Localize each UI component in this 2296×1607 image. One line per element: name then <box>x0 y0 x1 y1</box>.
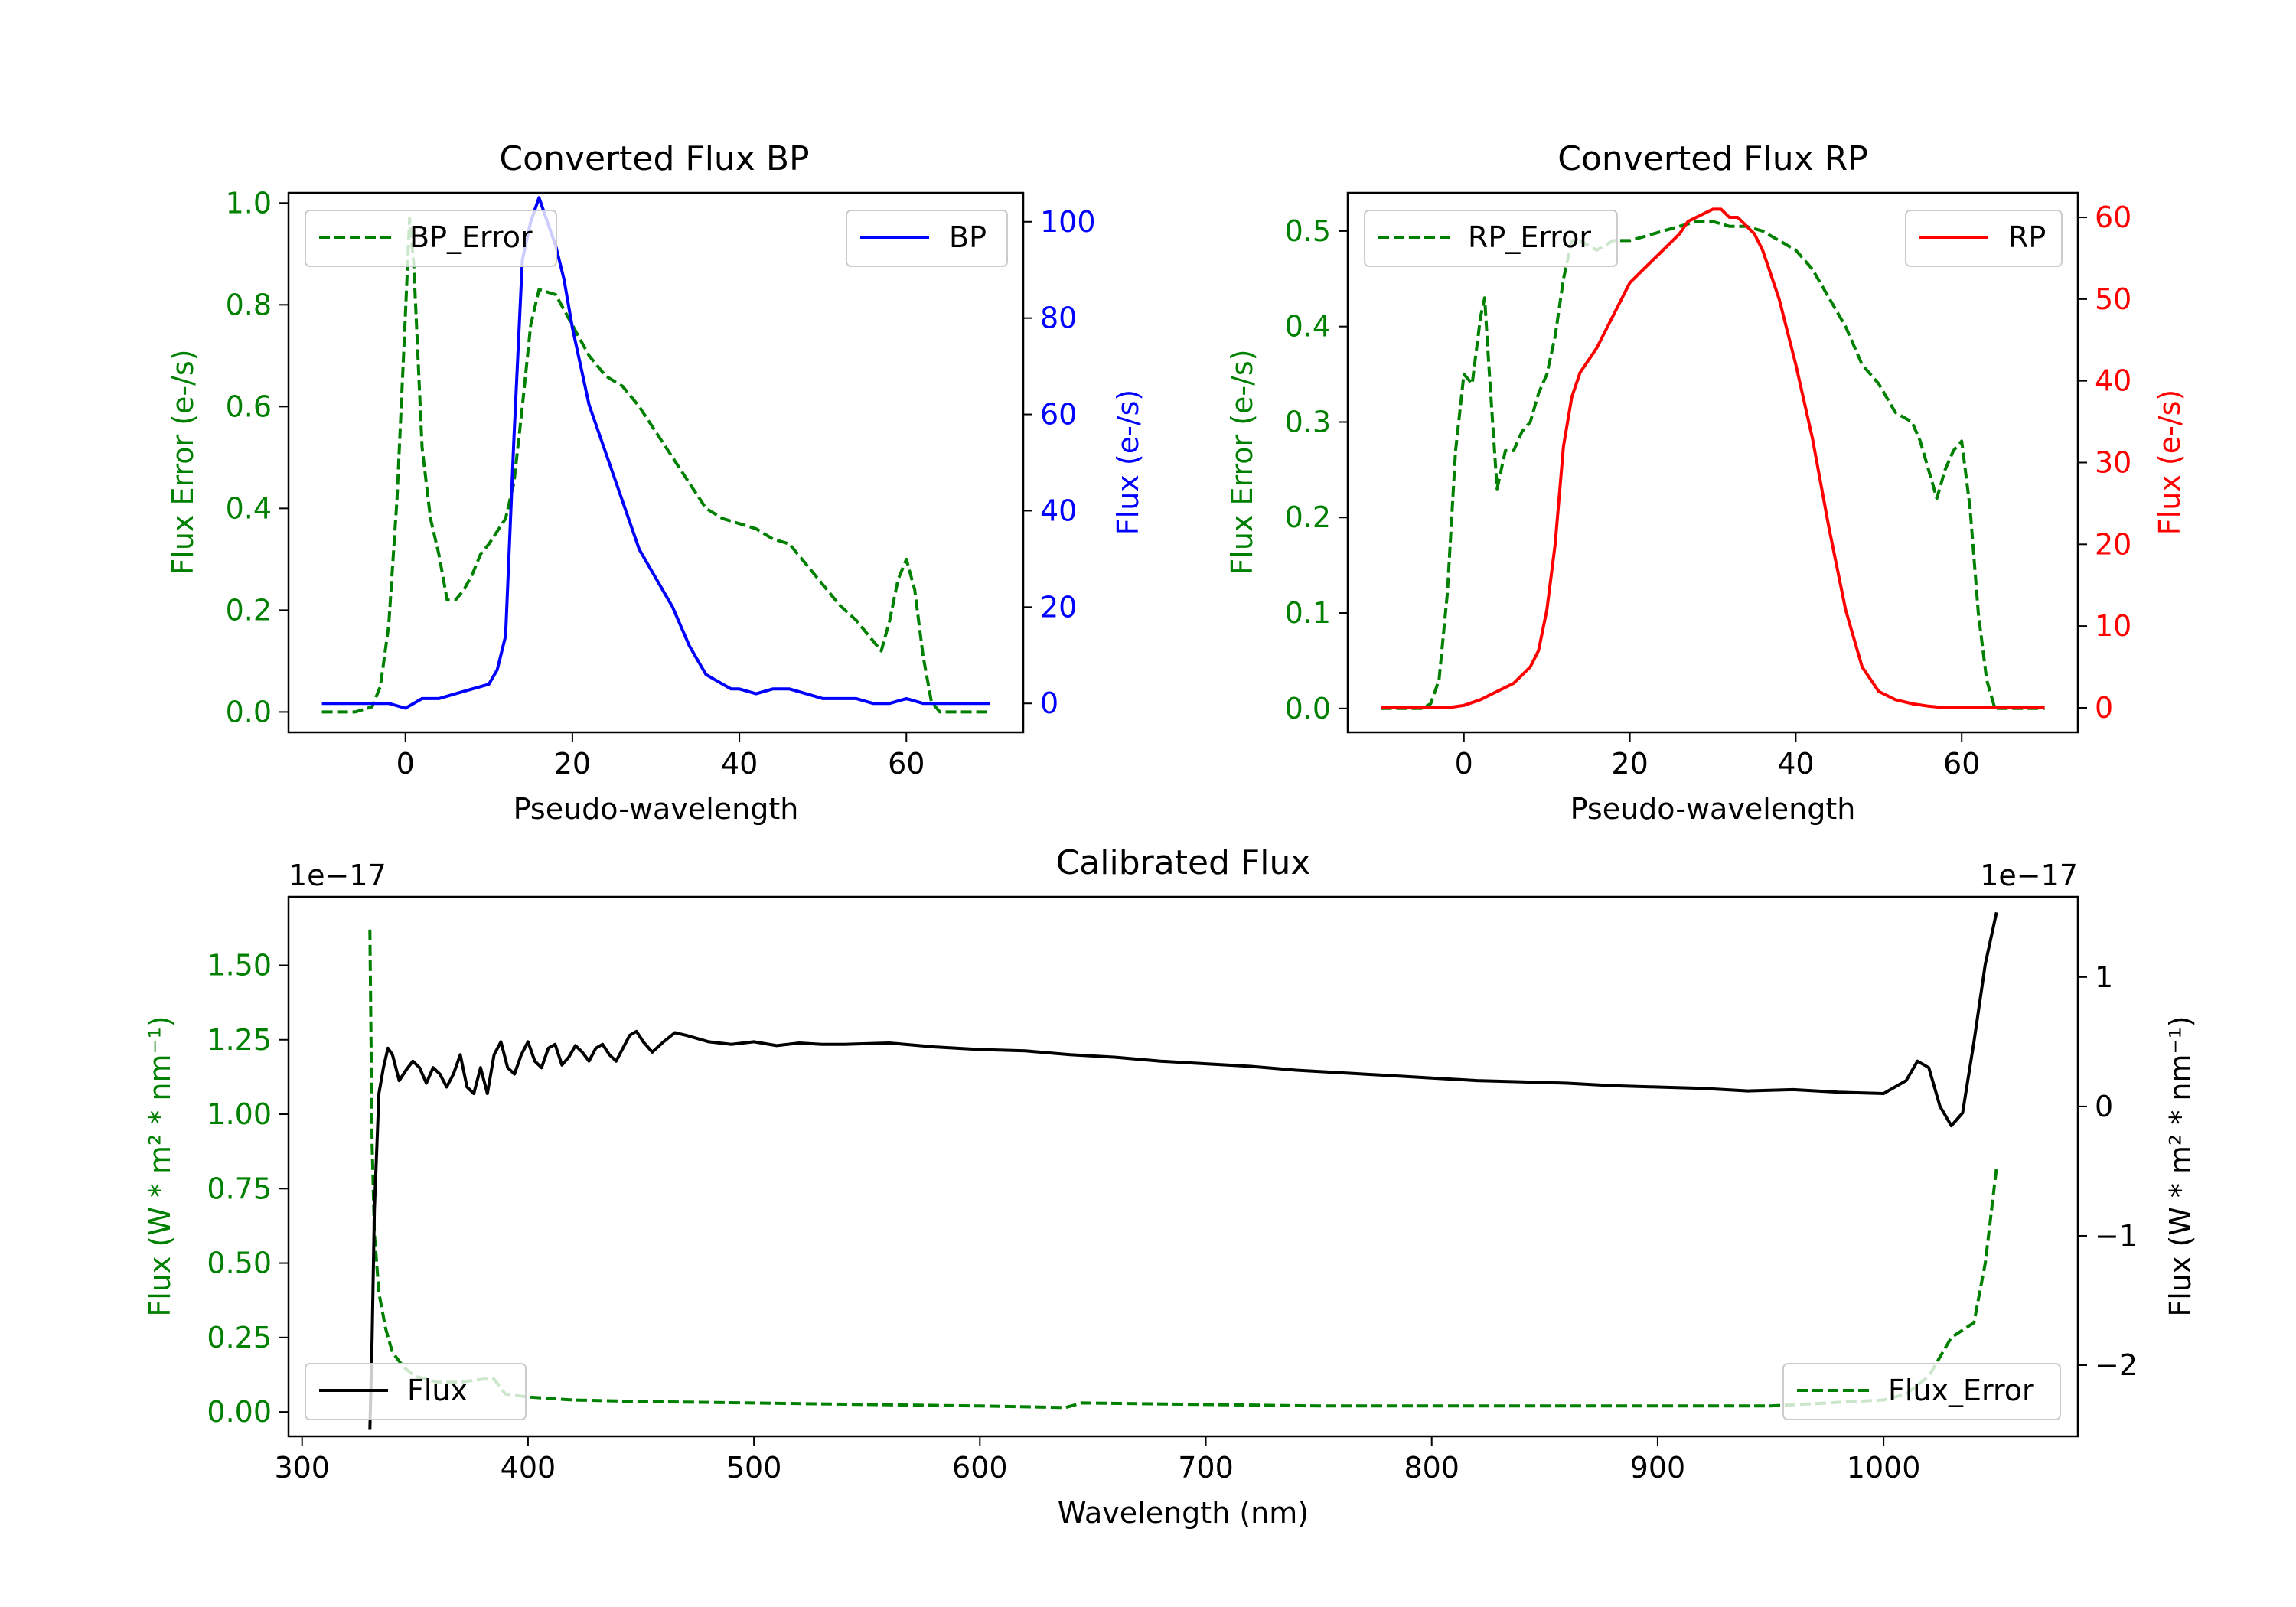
chart-rp-left-y-tick-label: 0.3 <box>1285 405 1331 438</box>
chart-calibrated-legend-left-box <box>305 1363 527 1420</box>
chart-calibrated-x-tick-label: 600 <box>952 1451 1008 1485</box>
chart-calibrated-x-tick-label: 500 <box>726 1451 782 1485</box>
chart-rp-legend-left-box <box>1364 210 1618 267</box>
chart-calibrated-left-y-tick-label: 0.00 <box>207 1395 272 1429</box>
chart-rp-x-tick-label: 0 <box>1455 747 1473 781</box>
chart-rp-panel: Converted Flux RP Pseudo-wavelength Flux… <box>1225 139 2187 826</box>
chart-calibrated-right-offset-label: 1e−17 <box>1980 859 2078 892</box>
chart-rp-x-tick-label: 40 <box>1777 747 1814 781</box>
chart-bp-ticks: 0 20 40 60 0.0 0.2 0.4 0.6 0.8 1.0 0 20 40 60 80 100 <box>226 186 1096 781</box>
chart-rp-series-rp-error-line <box>1381 220 2045 710</box>
chart-calibrated-left-y-tick-label: 1.00 <box>207 1097 272 1131</box>
chart-bp-x-tick-label: 20 <box>554 747 591 781</box>
chart-rp-legend-left-label: RP_Error <box>1468 220 1591 254</box>
chart-calibrated-left-y-tick-label: 0.50 <box>207 1247 272 1280</box>
chart-rp-right-y-tick-label: 10 <box>2095 609 2131 643</box>
chart-bp-right-y-tick-label: 80 <box>1040 302 1077 335</box>
chart-bp-title: Converted Flux BP <box>499 139 809 178</box>
chart-rp-right-y-tick-label: 30 <box>2095 446 2131 480</box>
chart-calibrated-plot-frame <box>287 895 2079 1438</box>
chart-bp-right-y-tick-label: 100 <box>1040 205 1096 239</box>
chart-rp-x-tick-label: 20 <box>1611 747 1648 781</box>
chart-bp-left-y-tick-label: 0.0 <box>226 695 272 729</box>
chart-rp-right-y-tick-label: 60 <box>2095 200 2131 234</box>
chart-rp-left-y-tick-label: 0.2 <box>1285 500 1331 534</box>
chart-rp-legend-right-label: RP <box>2008 220 2046 254</box>
chart-calibrated-left-y-tick-label: 0.75 <box>207 1172 272 1205</box>
chart-bp-left-y-tick-label: 1.0 <box>226 186 272 220</box>
chart-calibrated-right-y-tick-label: −1 <box>2095 1219 2138 1253</box>
chart-bp-panel: Converted Flux BP Pseudo-wavelength Flux… <box>166 139 1145 826</box>
chart-bp-legend-right-label: BP <box>949 220 987 254</box>
chart-bp-right-y-tick-label: 20 <box>1040 590 1077 624</box>
chart-calibrated-right-axis-label: Flux (W * m² * nm⁻¹) <box>2164 1015 2197 1316</box>
chart-rp-x-tick-label: 60 <box>1943 747 1980 781</box>
chart-bp-legend-right: BP <box>846 210 1008 267</box>
chart-rp-left-y-tick-label: 0.0 <box>1285 692 1331 725</box>
chart-bp-legend-left-box <box>305 210 557 267</box>
chart-bp-right-y-tick-label: 40 <box>1040 494 1077 527</box>
chart-bp-right-y-tick-label: 0 <box>1040 686 1058 720</box>
chart-bp-left-y-tick-label: 0.6 <box>226 390 272 423</box>
chart-bp-series-bp-line <box>321 196 990 710</box>
chart-bp-x-axis-label: Pseudo-wavelength <box>514 792 799 826</box>
chart-bp-right-y-tick-label: 60 <box>1040 398 1077 432</box>
chart-bp-x-tick-label: 40 <box>721 747 758 781</box>
chart-rp-left-y-tick-label: 0.5 <box>1285 214 1331 248</box>
chart-bp-legend-left-label: BP_Error <box>409 220 533 254</box>
chart-calibrated-x-axis-label: Wavelength (nm) <box>1058 1496 1309 1530</box>
chart-calibrated-series-flux-line <box>368 911 1998 1430</box>
chart-rp-series-rp-line <box>1381 207 2045 709</box>
chart-rp-legend-left: RP_Error <box>1364 210 1618 267</box>
chart-calibrated-left-y-tick-label: 1.50 <box>207 948 272 982</box>
chart-calibrated-x-tick-label: 400 <box>501 1451 556 1485</box>
chart-rp-title: Converted Flux RP <box>1557 139 1868 178</box>
chart-rp-left-y-tick-label: 0.4 <box>1285 310 1331 344</box>
chart-calibrated-left-offset-label: 1e−17 <box>289 859 386 892</box>
chart-rp-right-y-tick-label: 0 <box>2095 691 2113 725</box>
chart-calibrated-legend-right: Flux_Error <box>1782 1363 2061 1420</box>
chart-calibrated-x-tick-label: 700 <box>1178 1451 1234 1485</box>
chart-calibrated-x-tick-label: 900 <box>1630 1451 1686 1485</box>
chart-calibrated-legend-right-box <box>1782 1363 2061 1420</box>
chart-rp-right-axis-label: Flux (e-/s) <box>2153 390 2187 535</box>
chart-calibrated-x-tick-label: 800 <box>1404 1451 1459 1485</box>
chart-rp-right-y-tick-label: 40 <box>2095 364 2131 398</box>
chart-bp-x-tick-label: 60 <box>888 747 925 781</box>
chart-calibrated-right-y-tick-label: 0 <box>2095 1090 2113 1123</box>
chart-calibrated-legend-left-label: Flux <box>407 1374 468 1407</box>
chart-calibrated-x-tick-label: 1000 <box>1847 1451 1921 1485</box>
chart-rp-right-y-tick-label: 50 <box>2095 282 2131 316</box>
chart-calibrated-x-tick-label: 300 <box>274 1451 330 1485</box>
chart-bp-legend-left: BP_Error <box>305 210 557 267</box>
chart-bp-left-y-tick-label: 0.2 <box>226 593 272 627</box>
chart-bp-plot-frame <box>287 191 1025 734</box>
chart-calibrated-left-y-tick-label: 0.25 <box>207 1321 272 1354</box>
chart-calibrated-ticks: 300 400 500 600 700 800 900 1000 0.00 0.25 0.50 0.7… <box>207 948 2138 1485</box>
chart-calibrated-right-y-tick-label: 1 <box>2095 960 2113 994</box>
chart-calibrated-panel: Calibrated Flux 1e−17 1e−17 Wavelength (… <box>143 843 2197 1530</box>
chart-rp-ticks: 0 20 40 60 0.0 0.1 0.2 0.3 0.4 0.5 0 10 20 30 40 50 60 <box>1285 200 2132 781</box>
chart-calibrated-legend-left: Flux <box>305 1363 527 1420</box>
chart-rp-x-axis-label: Pseudo-wavelength <box>1570 792 1856 826</box>
chart-rp-left-y-tick-label: 0.1 <box>1285 596 1331 630</box>
chart-rp-right-y-tick-label: 20 <box>2095 527 2131 561</box>
chart-bp-x-tick-label: 0 <box>396 747 415 781</box>
chart-bp-left-y-tick-label: 0.4 <box>226 491 272 525</box>
chart-rp-left-axis-label: Flux Error (e-/s) <box>1225 349 1259 575</box>
chart-calibrated-left-y-tick-label: 1.25 <box>207 1023 272 1057</box>
chart-calibrated-right-y-tick-label: −2 <box>2095 1348 2138 1382</box>
chart-bp-right-axis-label: Flux (e-/s) <box>1111 390 1145 535</box>
chart-bp-left-y-tick-label: 0.8 <box>226 288 272 321</box>
chart-calibrated-title: Calibrated Flux <box>1056 843 1311 882</box>
chart-calibrated-left-axis-label: Flux (W * m² * nm⁻¹) <box>143 1015 177 1316</box>
chart-rp-legend-right: RP <box>1905 210 2063 267</box>
chart-calibrated-legend-right-label: Flux_Error <box>1888 1374 2034 1407</box>
chart-bp-series-bp-error-line <box>321 217 990 714</box>
chart-bp-left-axis-label: Flux Error (e-/s) <box>166 349 200 575</box>
